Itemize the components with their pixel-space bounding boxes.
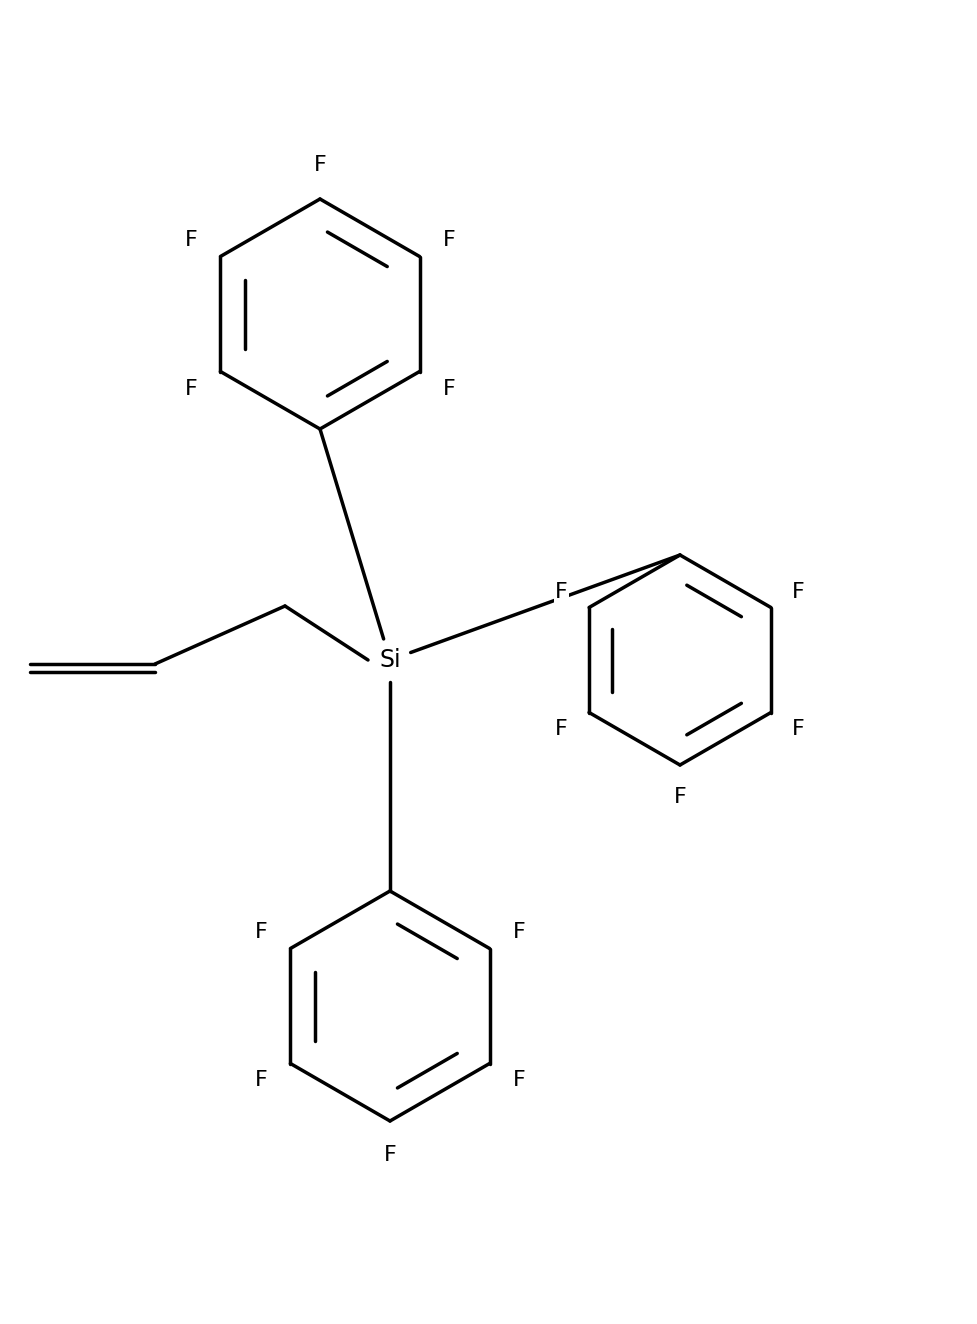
Text: F: F xyxy=(185,379,197,399)
Text: F: F xyxy=(791,581,804,601)
Text: Si: Si xyxy=(379,647,401,673)
Text: F: F xyxy=(254,1071,267,1091)
Text: F: F xyxy=(443,229,455,249)
Text: F: F xyxy=(673,786,686,808)
Text: F: F xyxy=(314,155,326,175)
Text: F: F xyxy=(383,1145,396,1165)
Text: F: F xyxy=(443,379,455,399)
Text: F: F xyxy=(185,229,197,249)
Text: F: F xyxy=(512,922,525,941)
Text: F: F xyxy=(791,719,804,739)
Text: F: F xyxy=(554,719,568,739)
Text: F: F xyxy=(254,922,267,941)
Text: F: F xyxy=(512,1071,525,1091)
Text: F: F xyxy=(554,581,568,601)
